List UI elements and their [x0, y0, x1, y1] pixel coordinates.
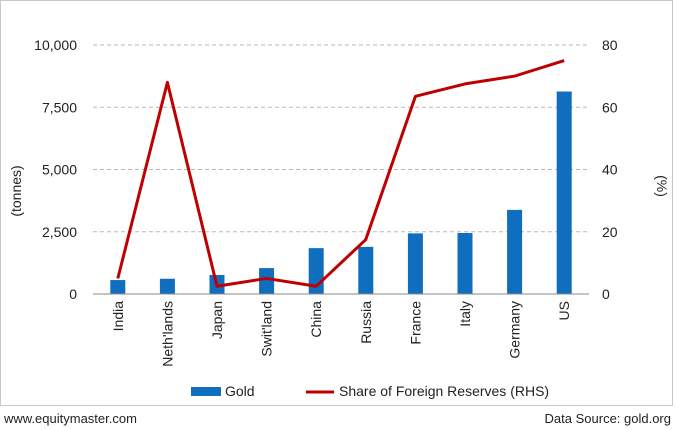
bar	[457, 232, 473, 294]
x-axis-tick-labels: India Neth'lands Japan Swit'land China Russia…	[110, 301, 572, 367]
share-line	[116, 59, 565, 288]
bar	[110, 280, 126, 294]
left-tick-label: 10,000	[34, 37, 77, 53]
x-tick-label: France	[407, 301, 423, 345]
left-axis-tick-labels: 0 2,500 5,000 7,500 10,000	[34, 37, 77, 302]
right-tick-label: 40	[602, 162, 618, 178]
left-tick-label: 5,000	[42, 162, 77, 178]
x-tick-label: China	[308, 301, 324, 338]
footer-website[interactable]: www.equitymaster.com	[4, 411, 137, 426]
left-tick-label: 0	[69, 286, 77, 302]
legend-swatch-gold	[191, 387, 221, 396]
right-tick-label: 20	[602, 224, 618, 240]
bar	[259, 268, 275, 294]
right-tick-label: 0	[602, 286, 610, 302]
legend: Gold Share of Foreign Reserves (RHS)	[191, 383, 549, 399]
left-tick-label: 7,500	[42, 99, 77, 115]
gridlines	[93, 44, 589, 233]
x-tick-label: Swit'land	[259, 301, 275, 357]
chart-frame: 0 2,500 5,000 7,500 10,000 0 20 40 60 80 India Ne…	[0, 0, 673, 406]
bar	[159, 278, 175, 294]
bar	[556, 91, 572, 294]
x-tick-label: Italy	[457, 301, 473, 327]
x-tick-label: Japan	[209, 301, 225, 339]
right-tick-label: 80	[602, 37, 618, 53]
right-tick-label: 60	[602, 99, 618, 115]
legend-label-share: Share of Foreign Reserves (RHS)	[339, 383, 549, 399]
right-axis-tick-labels: 0 20 40 60 80	[602, 37, 618, 302]
legend-label-gold: Gold	[225, 383, 255, 399]
x-tick-label: Germany	[507, 301, 523, 359]
line-series	[116, 59, 565, 288]
footer-data-source: Data Source: gold.org	[544, 411, 671, 426]
x-tick-label: US	[556, 301, 572, 320]
bar	[358, 246, 374, 294]
x-tick-label: India	[110, 301, 126, 332]
bar-series	[110, 91, 572, 294]
bar	[407, 233, 423, 294]
left-axis-label: (tonnes)	[8, 165, 24, 216]
bar	[507, 209, 523, 294]
x-tick-label: Neth'lands	[159, 301, 175, 367]
x-tick-label: Russia	[358, 301, 374, 344]
right-axis-label: (%)	[654, 175, 670, 197]
combo-chart: 0 2,500 5,000 7,500 10,000 0 20 40 60 80 India Ne…	[8, 37, 670, 399]
left-tick-label: 2,500	[42, 224, 77, 240]
